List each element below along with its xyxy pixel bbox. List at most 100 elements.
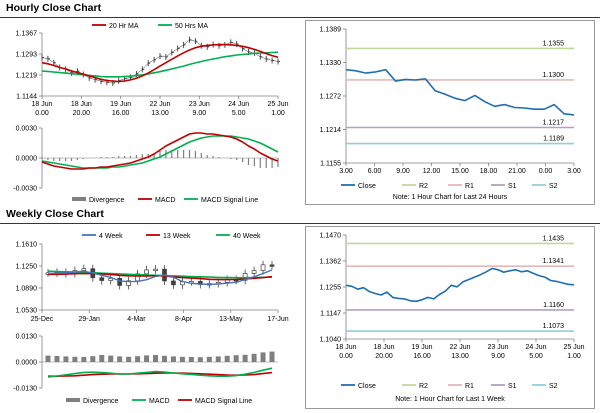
divergence-bar: [126, 356, 132, 362]
candle-body: [269, 264, 275, 267]
y-tick-label: 1.1362: [320, 259, 342, 266]
y-tick-label: -0.0030: [13, 186, 37, 193]
legend-s2: S2: [549, 183, 558, 190]
divergence-bar: [45, 355, 51, 362]
x-tick-time: 9.00: [491, 353, 505, 360]
y-tick-label: 1.1330: [320, 60, 342, 67]
candle-body: [251, 270, 257, 274]
candle-body: [108, 277, 114, 281]
y-tick-label: 1.1144: [16, 94, 37, 101]
weekly-lastweek-chart: 1.1470 1.1362 1.1255 1.1147 1.1040 1.1435 1.13…: [320, 233, 585, 404]
legend-macd: MACD: [149, 398, 170, 405]
ma4-line: [47, 269, 273, 285]
y-tick-label: 1.1389: [320, 27, 342, 34]
weekly-macd-chart: 0.0130 0.0000 -0.0130 Divergence MACD MACD Si…: [13, 334, 278, 405]
x-tick-label: 4-Mar: [127, 316, 146, 323]
x-tick-label: 9.00: [396, 168, 410, 175]
divergence-bar: [153, 355, 159, 362]
divergence-bar: [269, 351, 275, 362]
x-tick-label: 15.00: [451, 168, 469, 175]
x-tick-date: 19 Jun: [411, 344, 432, 351]
macd-signal-line: [41, 135, 279, 169]
x-tick-date: 25 Jun: [563, 344, 584, 351]
y-tick-label: 1.1367: [16, 31, 38, 38]
y-tick-label: 1.0530: [16, 308, 38, 315]
y-tick-label: 0.0130: [16, 334, 38, 341]
level-label-r2: 1.1355: [543, 40, 565, 47]
divergence-bar: [197, 357, 203, 362]
legend-r2: R2: [419, 183, 428, 190]
x-tick-date: 18 Jun: [31, 101, 52, 108]
x-tick-label: 21.00: [508, 168, 526, 175]
x-tick-label: 12.00: [423, 168, 441, 175]
legend-macd-signal: MACD Signal Line: [195, 398, 252, 405]
level-label-s2: 1.1189: [543, 136, 564, 143]
x-tick-label: 0.00: [539, 168, 553, 175]
x-tick-date: 19 Jun: [110, 101, 131, 108]
y-tick-label: 0.0000: [16, 360, 38, 367]
x-tick-label: 17-Jun: [267, 316, 289, 323]
legend-4-week: 4 Week: [99, 233, 123, 240]
y-tick-label: 1.1214: [320, 127, 342, 134]
ma50-line: [41, 51, 279, 78]
x-tick-date: 22 Jun: [149, 101, 170, 108]
legend-s1: S1: [508, 383, 517, 390]
divergence-bar: [251, 353, 257, 362]
weekly-lastweek-panel: 1.1470 1.1362 1.1255 1.1147 1.1040 1.1435 1.13…: [305, 226, 595, 409]
divergence-bar: [144, 355, 150, 362]
y-tick-label: 1.1155: [320, 161, 341, 168]
legend-r1: R1: [465, 383, 474, 390]
divergence-bar: [188, 357, 194, 362]
candle-body: [126, 280, 131, 286]
x-tick-time: 1.00: [271, 110, 285, 117]
divergence-bar: [215, 356, 221, 362]
x-tick-date: 24 Jun: [228, 101, 249, 108]
x-tick-label: 3.00: [339, 168, 353, 175]
hourly-section-divider: [0, 17, 600, 18]
x-tick-time: 13.00: [451, 353, 469, 360]
legend-close: Close: [358, 383, 376, 390]
divergence-bar: [108, 355, 114, 362]
y-tick-label: 1.1250: [16, 264, 38, 271]
legend-s2: S2: [549, 383, 558, 390]
legend-50hrs-ma: 50 Hrs MA: [175, 23, 208, 30]
level-label-s1: 1.1160: [543, 302, 564, 309]
candle-body: [144, 269, 149, 275]
legend-divergence: Divergence: [89, 197, 125, 204]
divergence-bar: [242, 354, 248, 362]
x-tick-date: 24 Jun: [525, 344, 546, 351]
candle-body: [260, 264, 266, 271]
x-tick-time: 0.00: [35, 110, 49, 117]
divergence-bar: [224, 355, 230, 362]
divergence-bar: [233, 355, 239, 362]
level-label-r2: 1.1435: [543, 235, 565, 242]
divergence-bar: [135, 356, 141, 362]
close-line: [345, 68, 575, 116]
hourly-last24-chart: 1.1389 1.1330 1.1272 1.1214 1.1155 1.1355 1.13…: [320, 27, 581, 202]
y-tick-label: -0.0130: [13, 386, 37, 393]
weekly-section-divider: [0, 223, 600, 224]
x-tick-time: 5.00: [529, 353, 543, 360]
y-tick-label: 1.1255: [320, 285, 342, 292]
x-tick-label: 29-Jan: [78, 316, 100, 323]
chart-note: Note: 1 Hour Chart for Last 1 Week: [395, 396, 505, 403]
y-tick-label: 1.1293: [16, 52, 38, 59]
y-tick-label: 1.1040: [320, 337, 342, 344]
candle-body: [81, 268, 87, 271]
divergence-bar: [81, 357, 87, 362]
candle-body: [153, 268, 158, 272]
y-tick-label: 1.1470: [320, 233, 342, 240]
legend-macd: MACD: [155, 197, 176, 204]
x-tick-date: 18 Jun: [71, 101, 92, 108]
divergence-bar: [260, 352, 266, 362]
level-label-s2: 1.1073: [543, 323, 565, 330]
x-tick-label: 18.00: [480, 168, 498, 175]
legend-macd-signal: MACD Signal Line: [201, 197, 258, 204]
x-tick-time: 0.00: [339, 353, 353, 360]
y-tick-label: 1.1147: [320, 311, 341, 318]
legend-r2: R2: [419, 383, 428, 390]
x-tick-time: 5.00: [232, 110, 246, 117]
hourly-macd-chart: 0.0030 0.0000 -0.0030 Divergence MACD MACD Si…: [13, 126, 279, 204]
divergence-bar: [63, 356, 69, 362]
divergence-bar: [72, 356, 78, 362]
